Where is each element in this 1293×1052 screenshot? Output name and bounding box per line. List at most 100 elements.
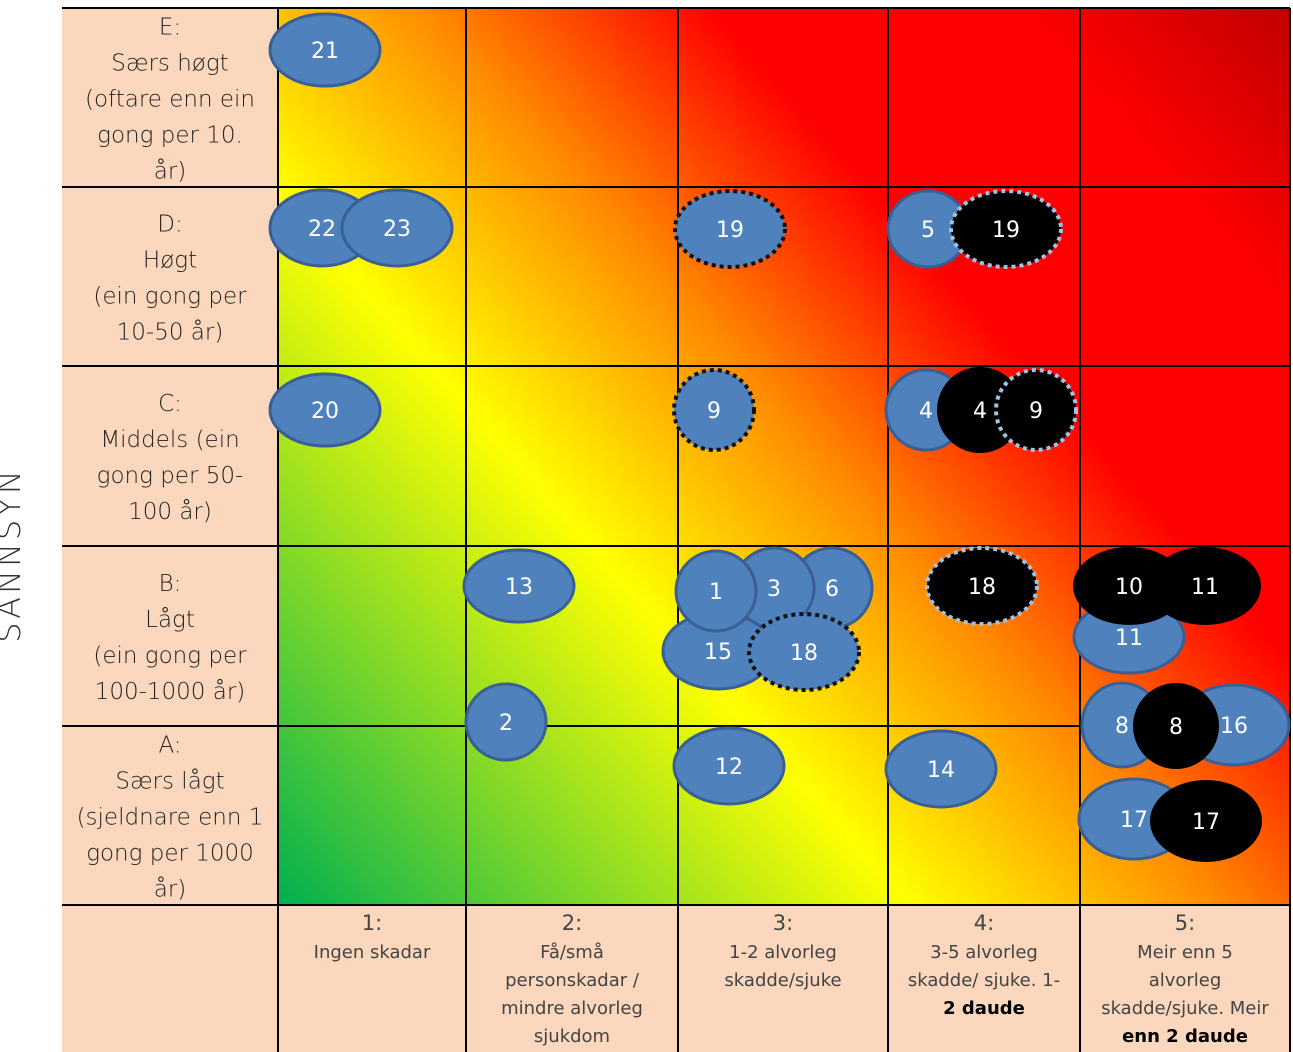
probability-labels: E: Særs høgt (oftare enn ein gong per 10. år… bbox=[77, 15, 264, 903]
marker-label: 16 bbox=[1220, 714, 1248, 739]
marker-label: 8 bbox=[1169, 715, 1183, 740]
column-label-1-line: Ingen skadar bbox=[314, 942, 431, 963]
risk-marker-6-B3: 6 bbox=[790, 546, 874, 630]
row-label-line: gong per 1000 bbox=[86, 841, 254, 867]
row-label-line: A: bbox=[158, 733, 181, 759]
risk-marker-2-A/B2: 2 bbox=[464, 682, 548, 762]
column-label-2-line: sjukdom bbox=[534, 1026, 610, 1047]
row-label-line: 100-1000 år) bbox=[95, 679, 246, 705]
marker-ellipse bbox=[673, 189, 787, 269]
marker-label: 11 bbox=[1115, 626, 1143, 651]
column-label-5-line: enn 2 daude bbox=[1122, 1026, 1248, 1047]
marker-ellipse bbox=[672, 726, 786, 806]
marker-ellipse bbox=[464, 682, 548, 762]
marker-label: 20 bbox=[311, 399, 339, 424]
row-label-A: A: Særs lågt (sjeldnare enn 1 gong per 1000… bbox=[77, 733, 264, 903]
marker-label: 4 bbox=[919, 399, 933, 424]
marker-label: 19 bbox=[992, 218, 1020, 243]
row-label-line: år) bbox=[154, 877, 187, 903]
matrix-grid bbox=[62, 7, 1291, 1052]
row-label-line: 10-50 år) bbox=[117, 320, 224, 346]
column-label-5-line: skadde/sjuke. Meir bbox=[1101, 998, 1269, 1019]
risk-marker-20-C1: 20 bbox=[268, 372, 382, 448]
row-label-line: (ein gong per bbox=[93, 643, 247, 669]
row-label-line: (ein gong per bbox=[93, 284, 247, 310]
marker-ellipse bbox=[340, 188, 454, 268]
risk-markers: 21 22 23 19 5 19 20 9 4 4 9 13 6 3 15 1 18 18 11 10 11 2 12 14 1… bbox=[268, 12, 1291, 862]
marker-label: 3 bbox=[767, 577, 781, 602]
consequence-labels: 1: Ingen skadar 2: Få/små personskadar / mind… bbox=[314, 911, 1270, 1047]
marker-label: 9 bbox=[707, 399, 721, 424]
row-label-line: D: bbox=[157, 212, 182, 238]
column-label-5-line: 5: bbox=[1175, 911, 1195, 935]
risk-marker-13-B2: 13 bbox=[462, 548, 576, 624]
column-label-1-line: 1: bbox=[362, 911, 382, 935]
column-label-4-line: 4: bbox=[974, 911, 994, 935]
row-label-line: Særs lågt bbox=[115, 769, 224, 795]
marker-ellipse bbox=[949, 189, 1063, 269]
marker-label: 18 bbox=[790, 641, 818, 666]
risk-marker-11-B5: 11 bbox=[1149, 547, 1261, 625]
marker-label: 2 bbox=[499, 711, 513, 736]
row-label-line: 100 år) bbox=[128, 499, 212, 525]
row-label-line: E: bbox=[159, 15, 181, 41]
column-label-2-line: personskadar / bbox=[505, 970, 640, 991]
marker-ellipse bbox=[268, 12, 382, 88]
row-label-line: B: bbox=[159, 571, 182, 597]
column-label-4-line: 2 daude bbox=[943, 998, 1025, 1019]
marker-ellipse bbox=[1150, 780, 1262, 862]
risk-marker-21-E1: 21 bbox=[268, 12, 382, 88]
column-label-3-line: 1-2 alvorleg bbox=[729, 942, 837, 963]
risk-marker-9-C4: 9 bbox=[994, 368, 1078, 452]
marker-label: 1 bbox=[709, 580, 723, 605]
marker-label: 23 bbox=[383, 217, 411, 242]
risk-marker-9-C3: 9 bbox=[672, 368, 756, 452]
risk-marker-19-D4: 19 bbox=[949, 189, 1063, 269]
row-label-line: gong per 50- bbox=[97, 463, 244, 489]
risk-marker-15-B3: 15 bbox=[661, 611, 775, 691]
marker-label: 4 bbox=[973, 399, 987, 424]
risk-marker-23-D1: 23 bbox=[340, 188, 454, 268]
risk-marker-8-A5: 8 bbox=[1133, 683, 1219, 769]
row-label-line: Middels (ein bbox=[100, 427, 239, 453]
risk-marker-14-A4: 14 bbox=[884, 729, 998, 809]
marker-ellipse bbox=[994, 368, 1078, 452]
row-label-line: gong per 10. bbox=[97, 123, 243, 149]
marker-ellipse bbox=[884, 729, 998, 809]
row-label-line: (oftare enn ein bbox=[85, 87, 255, 113]
row-label-line: C: bbox=[158, 391, 182, 417]
column-label-4-line: 3-5 alvorleg bbox=[930, 942, 1038, 963]
row-label-line: Særs høgt bbox=[111, 51, 228, 77]
marker-label: 17 bbox=[1120, 808, 1148, 833]
risk-marker-18-B4: 18 bbox=[925, 546, 1039, 626]
row-label-line: (sjeldnare enn 1 bbox=[77, 805, 264, 831]
marker-label: 19 bbox=[716, 218, 744, 243]
marker-label: 8 bbox=[1115, 714, 1129, 739]
column-label-2-line: Få/små bbox=[540, 942, 604, 963]
row-label-C: C: Middels (ein gong per 50- 100 år) bbox=[97, 391, 244, 525]
risk-marker-1-B3: 1 bbox=[674, 549, 758, 633]
marker-label: 5 bbox=[921, 218, 935, 243]
marker-label: 11 bbox=[1191, 575, 1219, 600]
column-label-2-line: 2: bbox=[562, 911, 582, 935]
marker-label: 15 bbox=[704, 640, 732, 665]
marker-ellipse bbox=[268, 372, 382, 448]
column-label-3-line: skadde/sjuke bbox=[724, 970, 841, 991]
risk-marker-12-A3: 12 bbox=[672, 726, 786, 806]
risk-marker-17-A5: 17 bbox=[1150, 780, 1262, 862]
marker-ellipse bbox=[1149, 547, 1261, 625]
row-label-line: år) bbox=[154, 159, 187, 185]
marker-label: 6 bbox=[825, 577, 839, 602]
marker-label: 21 bbox=[311, 39, 339, 64]
risk-marker-19-D3: 19 bbox=[673, 189, 787, 269]
column-label-4-line: skadde/ sjuke. 1- bbox=[908, 970, 1060, 991]
risk-marker-5-D4: 5 bbox=[886, 189, 970, 269]
column-label-5-line: Meir enn 5 bbox=[1137, 942, 1233, 963]
marker-ellipse bbox=[1133, 683, 1219, 769]
marker-ellipse bbox=[462, 548, 576, 624]
marker-label: 22 bbox=[308, 217, 336, 242]
marker-label: 18 bbox=[968, 575, 996, 600]
row-label-background bbox=[62, 8, 278, 905]
row-label-line: Lågt bbox=[145, 607, 195, 633]
marker-ellipse bbox=[925, 546, 1039, 626]
